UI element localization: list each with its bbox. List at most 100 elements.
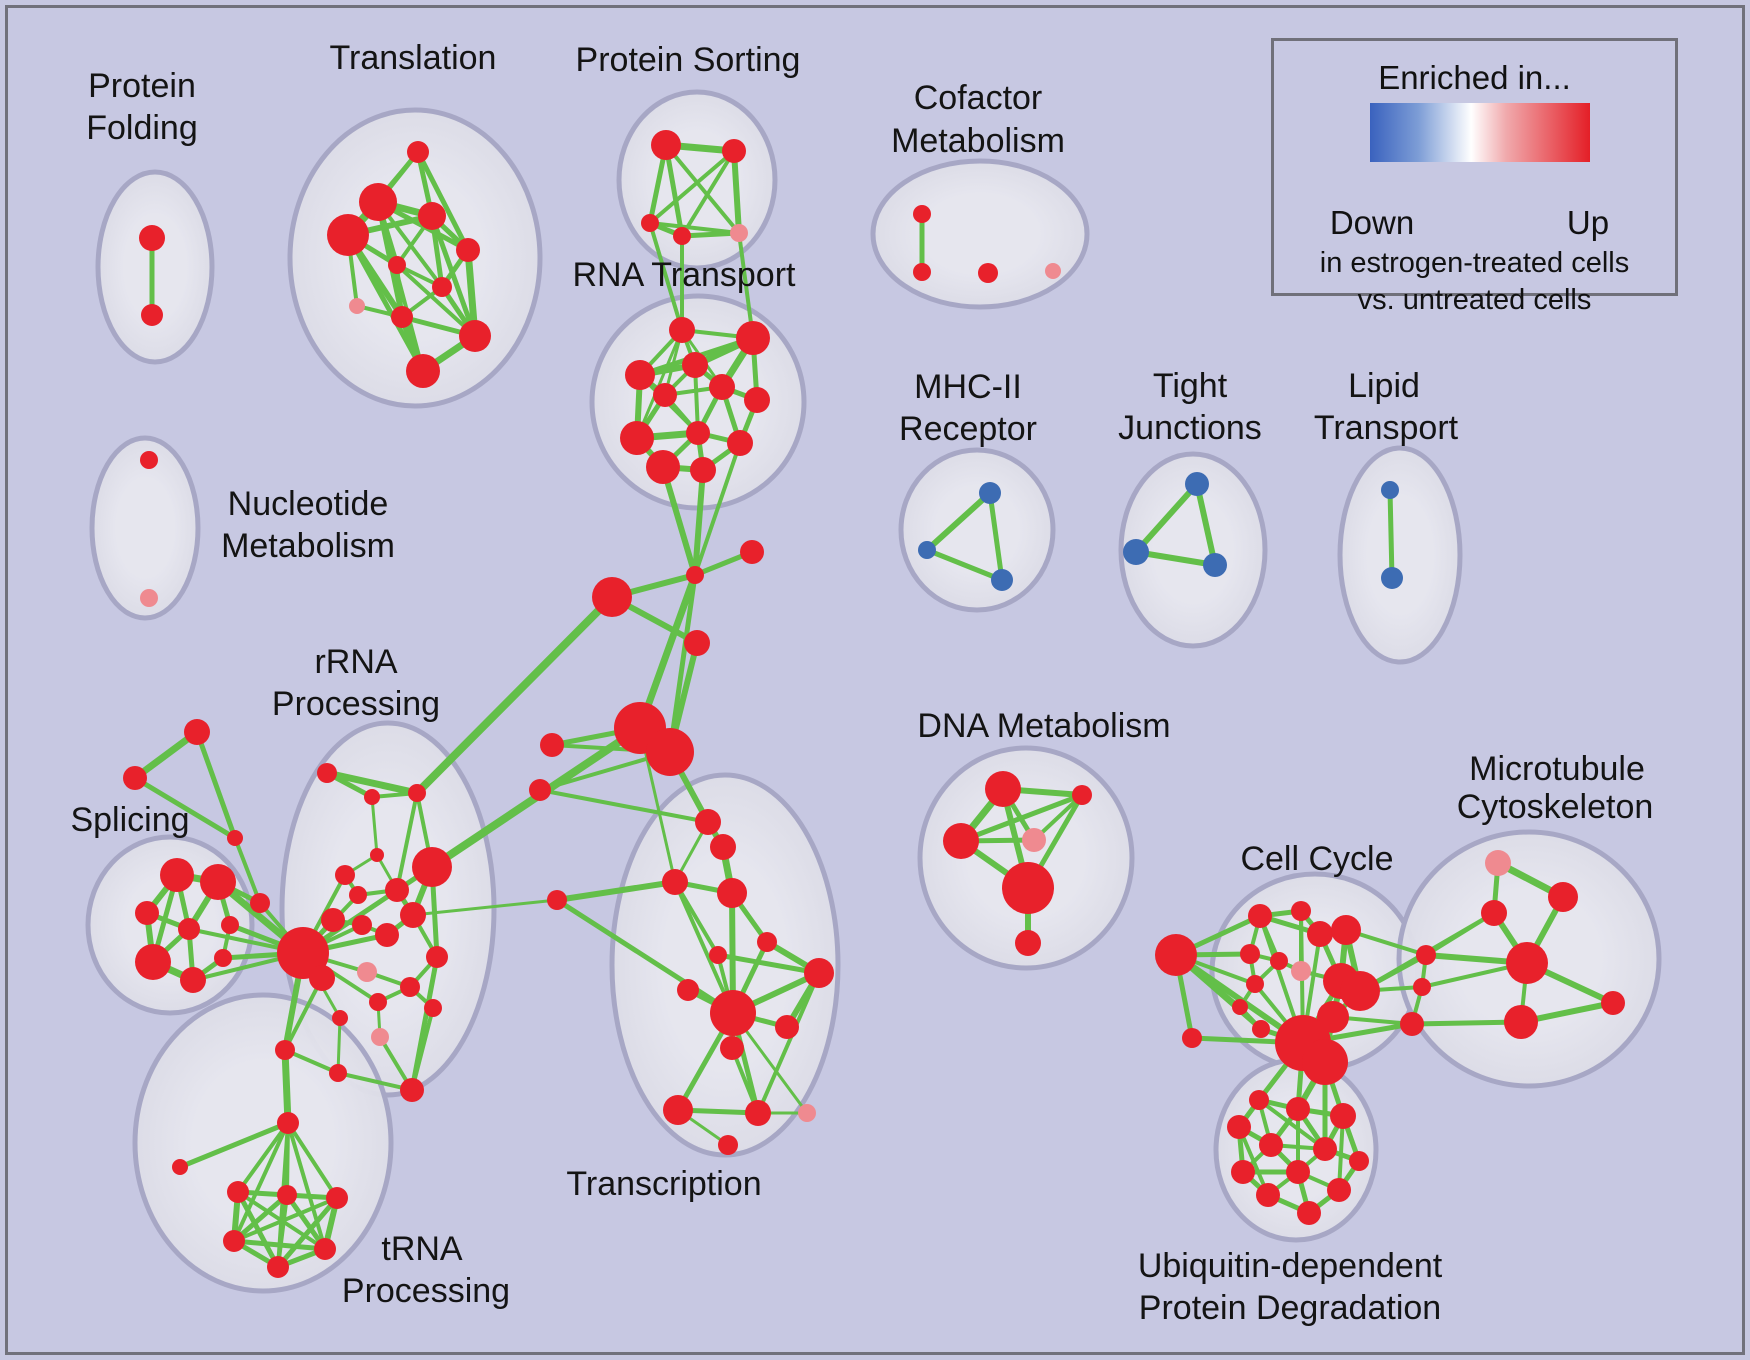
edge-ch2-ll — [177, 1120, 291, 1170]
cluster-label-lipid-transport-line1: Lipid — [1348, 367, 1420, 405]
edge-ps3-rt1 — [648, 221, 684, 332]
node-rr6 — [412, 847, 452, 887]
node-rr16 — [369, 993, 387, 1011]
node-ub7 — [1231, 1160, 1255, 1184]
node-t18 — [718, 1135, 738, 1155]
node-sp1 — [160, 858, 194, 892]
cluster-label-ubiquitin-degradation-line2: Protein Degradation — [1139, 1289, 1441, 1327]
node-tr3 — [418, 202, 446, 230]
node-t8 — [757, 932, 777, 952]
node-tr7 — [432, 277, 452, 297]
edge-t10-t16 — [756, 971, 821, 1115]
node-rt12 — [690, 457, 716, 483]
node-tr6 — [388, 256, 406, 274]
node-lp1 — [1381, 481, 1399, 499]
edge-tn3-tn4 — [232, 1196, 339, 1243]
edge-tn3-tn6 — [275, 1195, 340, 1270]
edge-rt12-x2 — [692, 467, 706, 578]
node-tj3 — [1203, 553, 1227, 577]
node-tj2 — [1123, 539, 1149, 565]
edge-rr3-x1 — [413, 593, 616, 797]
node-cc18 — [1416, 945, 1436, 965]
node-t5 — [662, 869, 688, 895]
edge-ch2-tn4 — [232, 1121, 290, 1243]
node-cc17 — [1302, 1039, 1348, 1085]
node-rr4 — [370, 848, 384, 862]
node-rr17 — [424, 999, 442, 1017]
node-ub8 — [1286, 1160, 1310, 1184]
node-sp4 — [178, 918, 200, 940]
edge-tj2-tj3 — [1133, 549, 1218, 568]
edge-ps2-ps3 — [648, 149, 736, 225]
node-mt4 — [1506, 942, 1548, 984]
node-rr2 — [364, 789, 380, 805]
node-dm5 — [1002, 862, 1054, 914]
node-rr5 — [335, 865, 355, 885]
node-rr18 — [332, 1010, 348, 1026]
node-cc15 — [1317, 1001, 1349, 1033]
cluster-ellipse-trna-processing — [132, 992, 394, 1294]
node-t2 — [529, 779, 551, 801]
legend-caption-line1: in estrogen-treated cells — [1319, 247, 1630, 279]
edge-ps1-ps4 — [663, 142, 685, 239]
cluster-ellipse-cofactor-metabolism — [870, 158, 1090, 310]
node-p2 — [646, 728, 694, 776]
cluster-label-microtubule-cytoskeleton-line2: Cytoskeleton — [1457, 788, 1654, 826]
node-rt10 — [727, 430, 753, 456]
edge-cc20-mt5 — [1409, 1019, 1524, 1027]
node-t14 — [720, 1036, 744, 1060]
node-t4 — [710, 834, 736, 860]
cluster-ellipse-rrna-processing — [279, 720, 497, 1098]
edge-tr1-tr5 — [415, 149, 471, 253]
cluster-ellipse-mhc-ii-receptor — [898, 447, 1056, 613]
cluster-label-nucleotide-metabolism-line2: Metabolism — [221, 527, 395, 565]
node-dm1 — [985, 771, 1021, 807]
node-cc8 — [1232, 999, 1248, 1015]
node-rr13 — [426, 946, 448, 968]
cluster-label-protein-folding-line2: Folding — [86, 109, 198, 147]
edge-tn2-tn6 — [276, 1193, 289, 1269]
edge-mh2-mh3 — [924, 547, 1005, 583]
node-sp9 — [250, 893, 270, 913]
node-dm2 — [1072, 785, 1092, 805]
edge-ch2-tn3 — [286, 1121, 339, 1200]
node-rr11 — [375, 923, 399, 947]
legend-down-label: Down — [1329, 204, 1415, 241]
node-hub — [277, 927, 329, 979]
node-rt8 — [620, 421, 654, 455]
node-tn4 — [223, 1230, 245, 1252]
node-t9 — [709, 946, 727, 964]
node-mt5 — [1504, 1005, 1538, 1039]
node-mt6 — [1601, 991, 1625, 1015]
cluster-label-rrna-processing-line1: rRNA — [314, 643, 397, 681]
node-tc — [227, 830, 243, 846]
edge-rr21-rr13 — [409, 954, 440, 1093]
node-rr8 — [385, 878, 409, 902]
node-ps4 — [673, 227, 691, 245]
cluster-label-dna-metabolism: DNA Metabolism — [917, 707, 1170, 745]
node-cf1 — [913, 205, 931, 223]
node-x3 — [740, 540, 764, 564]
cluster-label-ubiquitin-degradation-line1: Ubiquitin-dependent — [1138, 1247, 1443, 1285]
node-ll — [172, 1159, 188, 1175]
edge-tn2-tn4 — [231, 1192, 290, 1244]
edge-ps2-ps5 — [731, 148, 742, 236]
node-tr8 — [349, 298, 365, 314]
edge-tb-tc — [132, 775, 238, 841]
edge-ps2-ps4 — [680, 149, 736, 238]
cluster-label-cofactor-metabolism-line2: Metabolism — [891, 122, 1065, 160]
node-t7 — [717, 878, 747, 908]
cluster-label-protein-folding-line1: Protein — [88, 67, 196, 105]
node-cc19 — [1413, 978, 1431, 996]
cluster-ellipse-protein-folding — [95, 169, 215, 365]
edge-p1-t5 — [638, 726, 677, 884]
edge-ps1-ps5 — [664, 143, 741, 235]
cluster-label-transcription: Transcription — [566, 1165, 761, 1203]
node-t12 — [710, 990, 756, 1036]
node-mh3 — [991, 569, 1013, 591]
node-ub2 — [1286, 1097, 1310, 1121]
node-mh2 — [918, 541, 936, 559]
node-dm4 — [1022, 828, 1046, 852]
node-cc4 — [1240, 944, 1260, 964]
